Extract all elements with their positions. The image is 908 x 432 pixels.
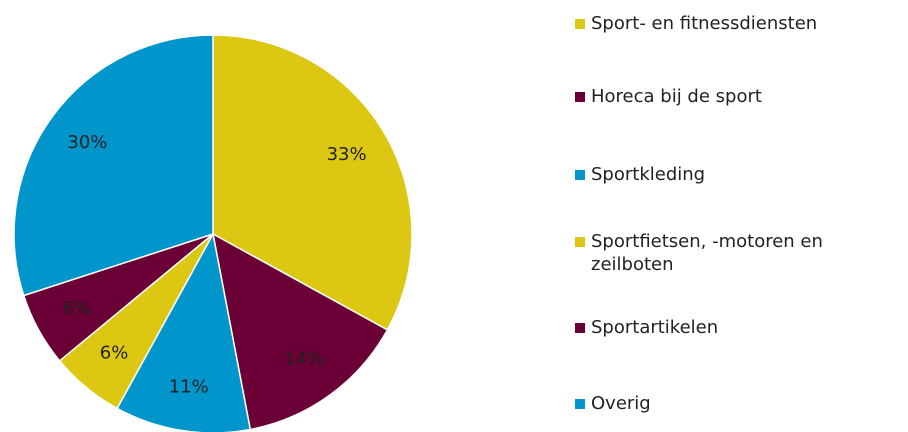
legend-swatch	[575, 237, 585, 247]
legend-item: Sportartikelen	[575, 316, 905, 339]
legend-swatch	[575, 19, 585, 29]
legend-item: Overig	[575, 392, 905, 415]
pie-slice	[212, 34, 413, 331]
pie-slice	[13, 34, 214, 297]
legend-swatch	[575, 92, 585, 102]
legend-label: Overig	[591, 393, 651, 414]
data-label: 11%	[169, 376, 209, 397]
legend-item: Sportfietsen, -motoren en zeilboten	[575, 230, 905, 276]
data-label: 33%	[327, 144, 367, 165]
legend-item: Sport- en fitnessdiensten	[575, 12, 905, 35]
data-label: 6%	[100, 343, 129, 364]
legend-label: Horeca bij de sport	[591, 86, 762, 107]
pie-slice	[211, 232, 389, 431]
pie-slice	[116, 231, 252, 432]
legend-label: Sportartikelen	[591, 317, 719, 338]
legend-label: Sport- en fitnessdiensten	[591, 13, 818, 34]
legend-label: Sportfietsen, -motoren en zeilboten	[591, 231, 823, 275]
legend-item: Horeca bij de sport	[575, 85, 905, 108]
legend-swatch	[575, 399, 585, 409]
legend-swatch	[575, 323, 585, 333]
data-label: 6%	[63, 298, 92, 319]
legend-label: Sportkleding	[591, 164, 706, 185]
data-label: 14%	[284, 349, 324, 370]
legend-swatch	[575, 170, 585, 180]
data-label: 30%	[67, 132, 107, 153]
legend-item: Sportkleding	[575, 163, 905, 186]
